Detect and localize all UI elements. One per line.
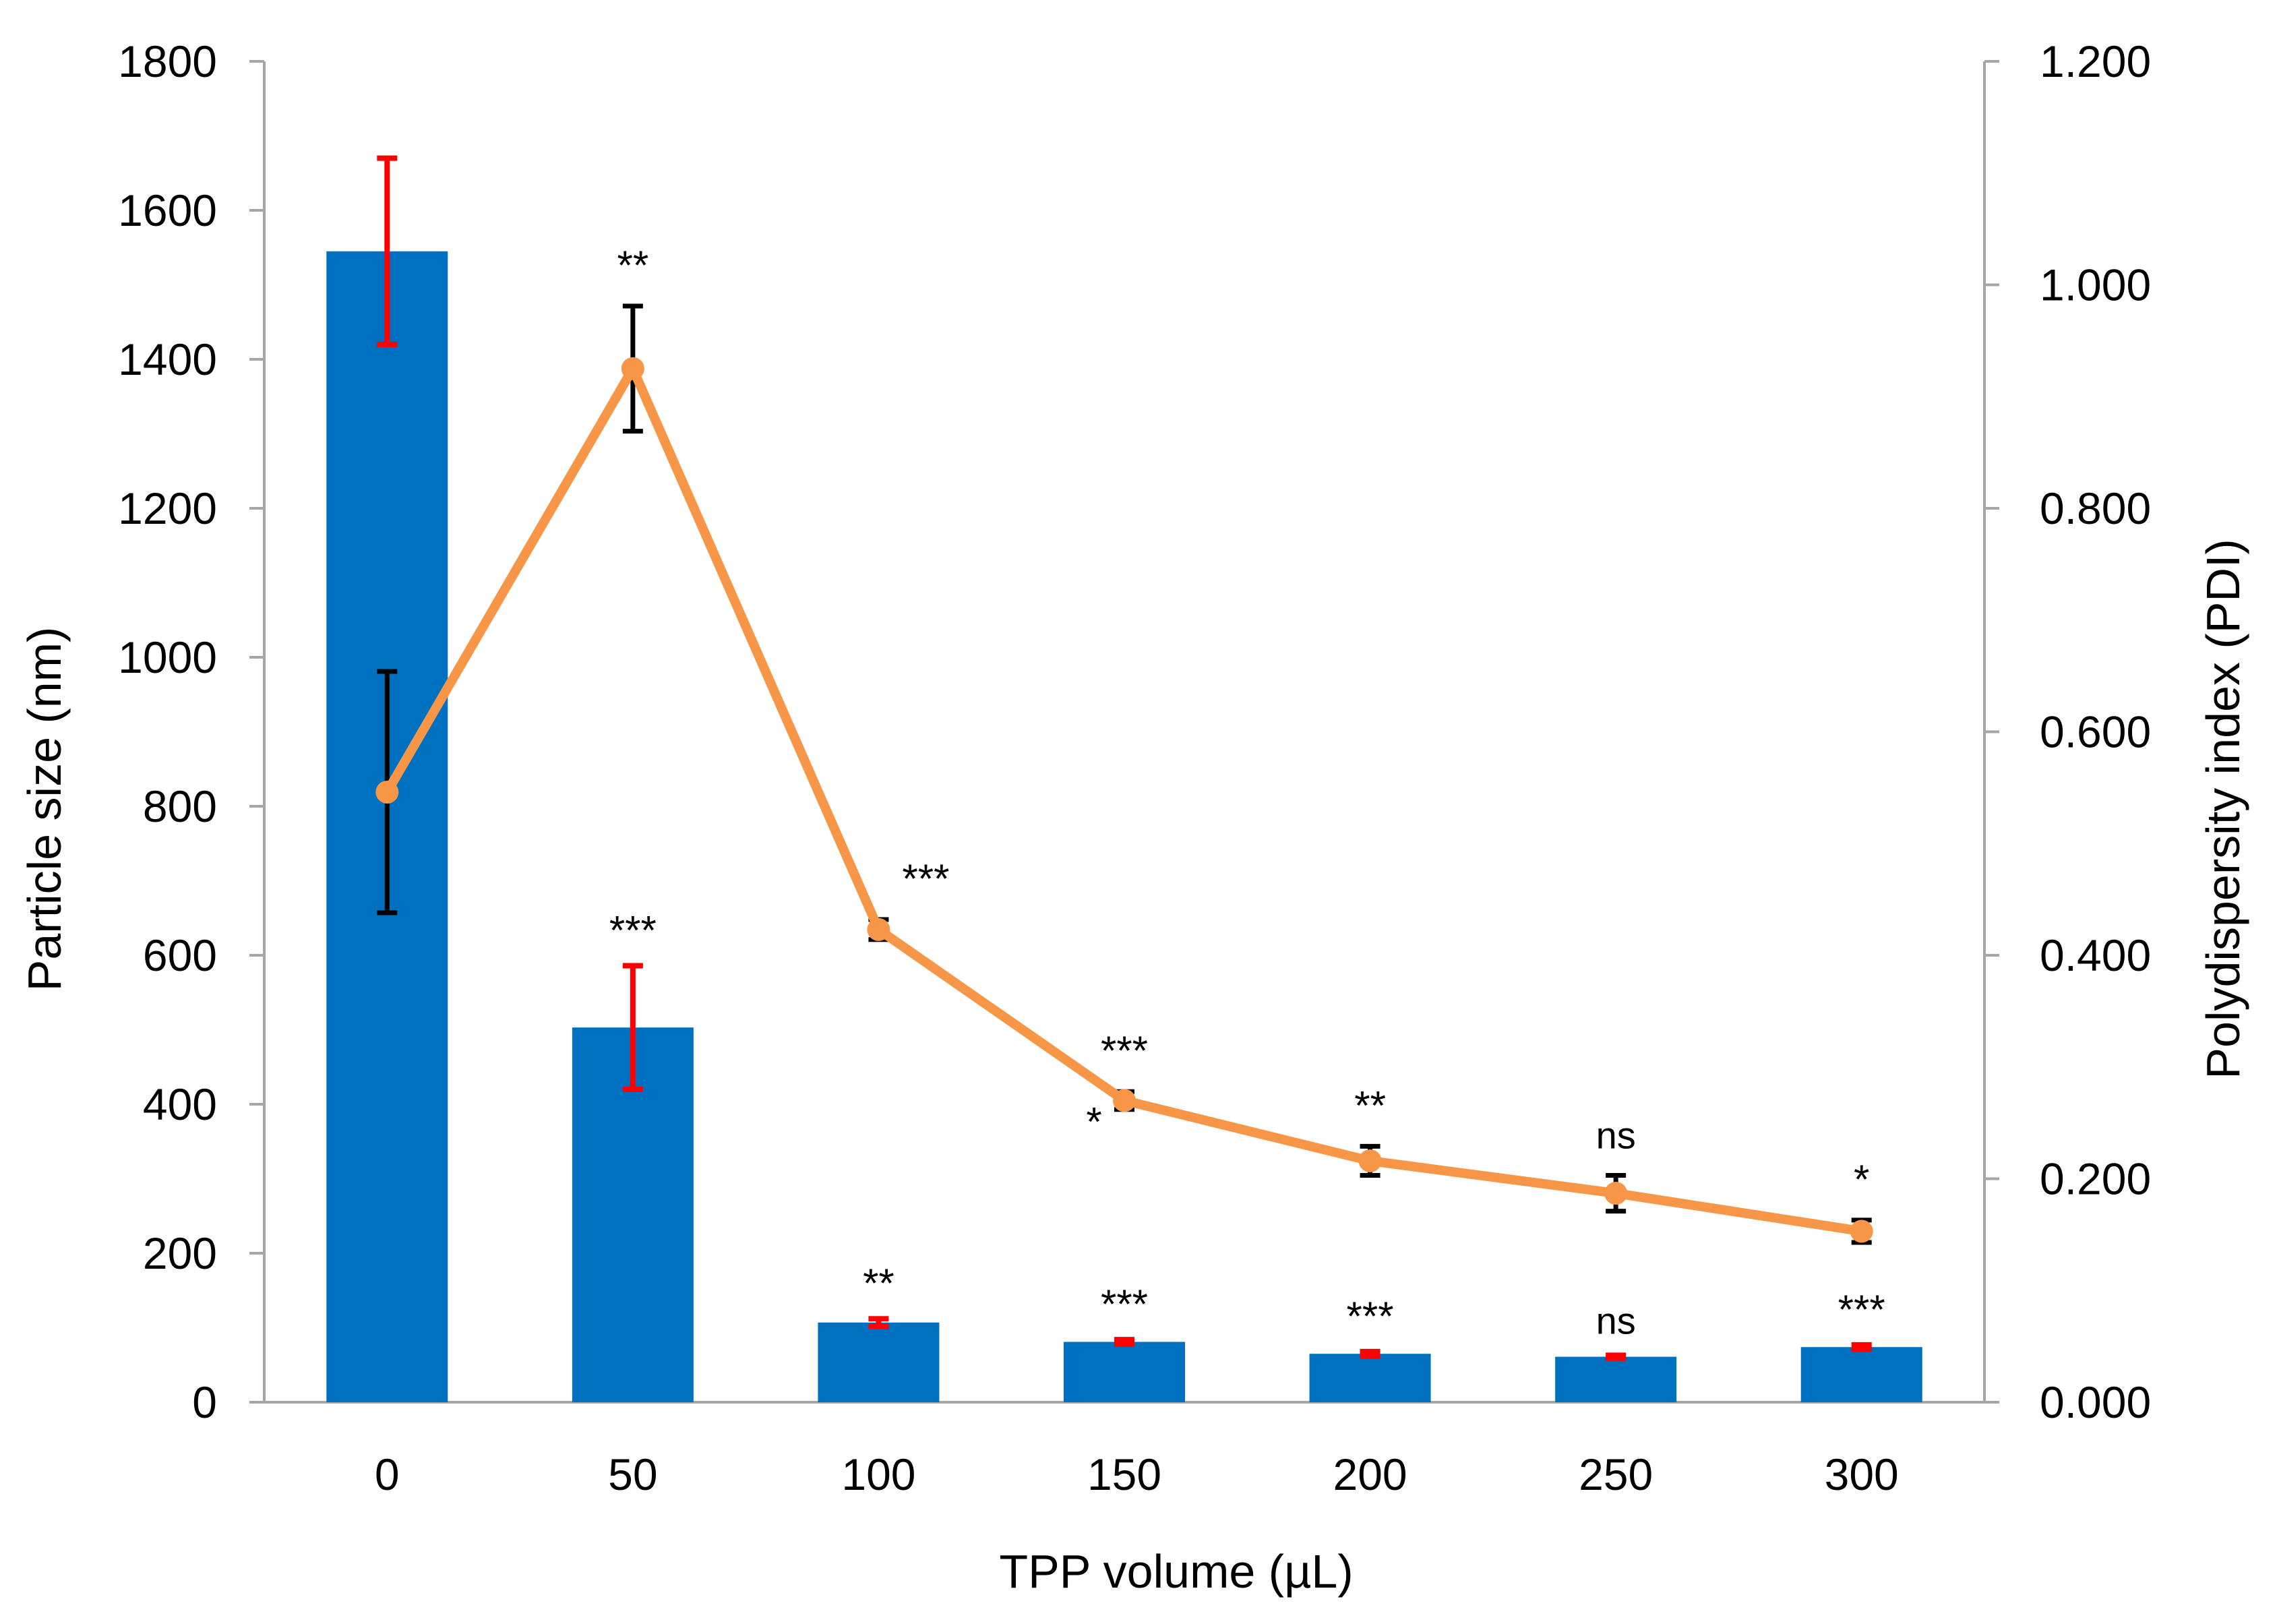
pdi-significance-label: *: [1854, 1157, 1869, 1202]
bar: [1309, 1354, 1431, 1402]
y-right-tick-label: 0.000: [2040, 1377, 2151, 1427]
bar-error-bar: [1606, 1352, 1627, 1361]
bar-significance-label: ***: [609, 907, 657, 953]
x-tick-label: 50: [608, 1449, 657, 1499]
pdi-significance-label: ns: [1596, 1114, 1636, 1157]
bar-error-bar: [868, 1316, 889, 1329]
pdi-significance-label: ***: [1101, 1028, 1148, 1073]
y-left-tick-label: 200: [143, 1228, 217, 1278]
y-left-axis-title: Particle size (nm): [18, 627, 71, 992]
y-right-tick-label: 1.000: [2040, 260, 2151, 310]
bar-significance-label: **: [863, 1261, 894, 1306]
pdi-point: [621, 357, 644, 380]
bar: [1800, 1347, 1922, 1402]
pdi-significance-label: *: [1086, 1099, 1101, 1144]
bar: [1555, 1356, 1677, 1402]
y-left-tick-label: 1000: [118, 632, 217, 682]
y-left-tick-label: 800: [143, 781, 217, 831]
y-right-tick-label: 0.600: [2040, 707, 2151, 757]
bar-error-bar: [1114, 1337, 1134, 1347]
bar: [818, 1322, 940, 1402]
y-right-tick-label: 0.400: [2040, 930, 2151, 980]
bar-significance-label: ***: [1838, 1287, 1885, 1332]
y-left-tick-label: 600: [143, 930, 217, 980]
y-right-axis-title: Polydispersity index (PDI): [2197, 539, 2249, 1079]
pdi-point: [1358, 1149, 1382, 1172]
bar-significance-label: ***: [1347, 1294, 1394, 1339]
pdi-significance-label: **: [617, 243, 649, 288]
bar-error-bars: [377, 155, 1872, 1361]
pdi-point: [1113, 1089, 1136, 1112]
pdi-point: [375, 781, 399, 804]
x-tick-label: 100: [841, 1449, 915, 1499]
bar-error-bar: [1851, 1342, 1872, 1352]
bar-error-bar: [1360, 1348, 1380, 1359]
significance-annotations: ***** *** *** ns *************ns**: [609, 243, 1885, 1342]
line-series: [375, 357, 1873, 1243]
y-left-tick-label: 1400: [118, 334, 217, 384]
pdi-significance-label: **: [1354, 1083, 1386, 1128]
x-tick-label: 300: [1825, 1449, 1899, 1499]
bar: [1064, 1342, 1185, 1402]
y-left-tick-label: 0: [192, 1377, 217, 1427]
y-left-tick-label: 1800: [118, 36, 217, 86]
pdi-point: [1850, 1220, 1873, 1243]
bar-error-bar: [622, 963, 643, 1092]
y-left-tick-label: 400: [143, 1079, 217, 1129]
x-axis-title: TPP volume (µL): [999, 1545, 1353, 1598]
x-tick-label: 0: [375, 1449, 400, 1499]
bar-significance-label: ***: [1101, 1282, 1148, 1327]
x-tick-label: 150: [1087, 1449, 1161, 1499]
pdi-significance-label: ***: [902, 856, 949, 901]
y-left-tick-label: 1600: [118, 185, 217, 235]
x-tick-label: 250: [1579, 1449, 1653, 1499]
y-right-tick-label: 0.200: [2040, 1154, 2151, 1204]
x-tick-label: 200: [1333, 1449, 1407, 1499]
bar-series: [326, 251, 1922, 1402]
bar-error-bar: [377, 155, 398, 347]
y-left-tick-label: 1200: [118, 483, 217, 533]
pdi-point: [1604, 1182, 1628, 1205]
y-right-tick-label: 1.200: [2040, 36, 2151, 86]
axes: 0200400600800100012001400160018000.0000.…: [118, 36, 2151, 1499]
bar-significance-label: ns: [1596, 1299, 1636, 1342]
pdi-point: [867, 918, 890, 941]
y-right-tick-label: 0.800: [2040, 483, 2151, 533]
